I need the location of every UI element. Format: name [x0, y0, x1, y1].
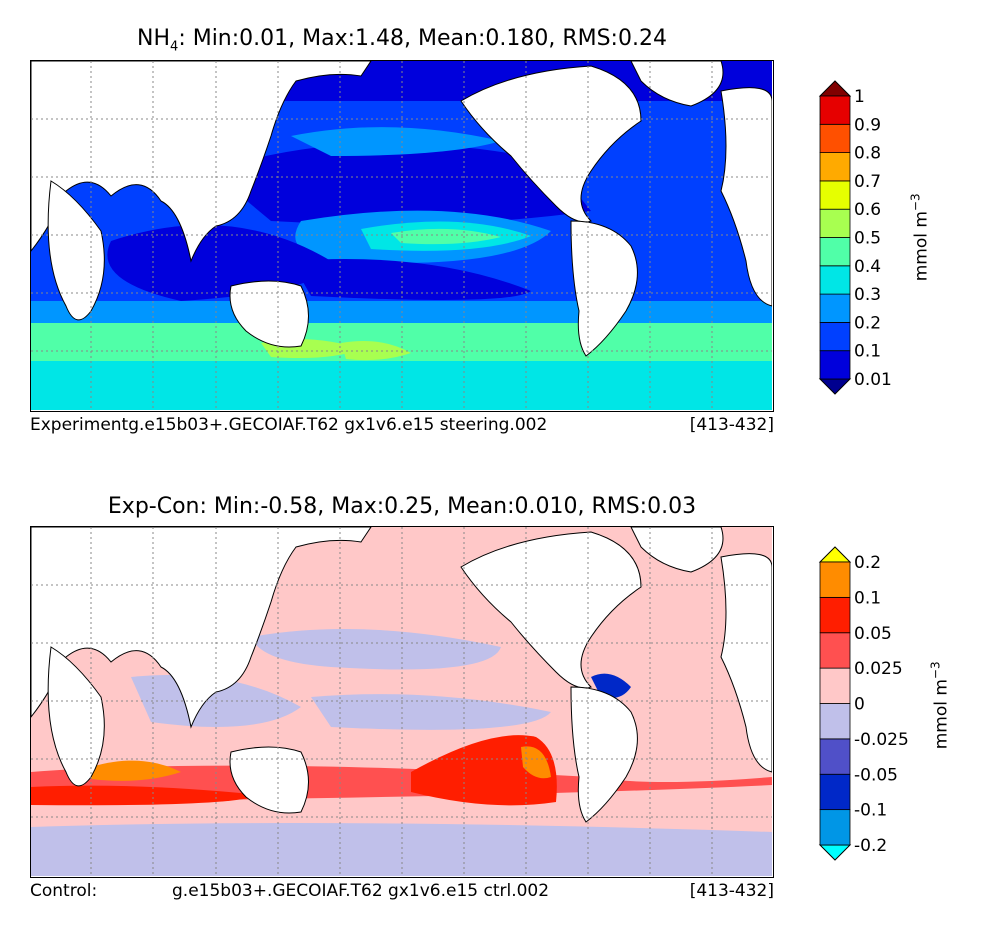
bottom-colorbar-tick-label: -0.1 — [854, 801, 887, 821]
bottom-colorbar-tick-label: 0.025 — [854, 659, 903, 679]
top-colorbar-tick-label: 0.7 — [854, 172, 881, 192]
bottom-neg-patch3 — [311, 694, 551, 730]
top-colorbar-unit: mmol m — [911, 211, 932, 282]
top-colorbar-tick-label: 0.3 — [854, 285, 881, 305]
top-footer-left: Experimentg.e15b03+.GECOIAF.T62 gx1v6.e1… — [30, 415, 548, 435]
top-colorbar-extend-min — [818, 378, 852, 395]
bottom-europe-africa-east — [720, 553, 772, 773]
top-map-svg — [31, 61, 772, 410]
bottom-footer-mid: g.e15b03+.GECOIAF.T62 gx1v6.e15 ctrl.002 — [172, 881, 550, 901]
bottom-colorbar-segment — [819, 773, 851, 811]
bottom-map-svg — [31, 527, 772, 876]
top-gridlines — [31, 61, 772, 410]
top-footer-right: [413-432] — [689, 415, 774, 435]
bottom-colorbar-segment — [819, 561, 851, 598]
top-colorbar: 0.01 0.1 0.2 0.3 0.4 0.5 0.6 0.7 0.8 0.9 1 — [818, 80, 892, 395]
top-greenland — [630, 61, 724, 107]
top-equatorial-inner — [391, 228, 501, 245]
top-colorbar-segment — [819, 350, 851, 380]
top-north-america — [460, 65, 642, 223]
bottom-pos-max — [521, 746, 551, 779]
top-colorbar-segment — [819, 237, 851, 267]
top-north-gyre — [211, 143, 591, 225]
top-colorbar-tick-label: 0.9 — [854, 115, 881, 135]
bottom-australia — [229, 746, 309, 814]
top-title-stats: : Min:0.01, Max:1.48, Mean:0.180, RMS:0.… — [178, 26, 667, 51]
bottom-colorbar-segment — [819, 667, 851, 704]
bottom-greenland — [630, 527, 724, 573]
bottom-colorbar-extend-max — [818, 546, 852, 563]
bottom-colorbar-label: mmol m−3 — [929, 655, 952, 755]
bottom-footer-left: Control: — [30, 881, 98, 901]
bottom-continents — [31, 527, 772, 823]
bottom-pos-indian — [91, 760, 181, 781]
top-colorbar-segment — [819, 208, 851, 238]
top-title-sub: 4 — [170, 39, 179, 55]
bottom-north-america — [460, 531, 642, 689]
bottom-footer-right: [413-432] — [689, 881, 774, 901]
top-colorbar-segment — [819, 123, 851, 153]
top-colorbar-unit-exp: −3 — [908, 193, 923, 212]
top-map — [30, 60, 774, 412]
bottom-colorbar-unit-exp: −3 — [928, 661, 943, 680]
top-title-var: NH — [137, 26, 171, 51]
bottom-colorbar: -0.2 -0.1 -0.05 -0.025 0 0.025 0.05 0.1 0.2 — [818, 546, 909, 861]
top-eurasia — [31, 61, 372, 263]
bottom-colorbar-tick-label: 0.2 — [854, 553, 881, 573]
bottom-map — [30, 526, 774, 878]
bottom-colorbar-segment — [819, 596, 851, 634]
top-colorbar-tick-label: 1 — [854, 87, 865, 107]
bottom-eurasia — [31, 527, 372, 729]
top-colorbar-segment — [819, 152, 851, 182]
top-colorbar-segment — [819, 321, 851, 352]
bottom-colorbar-tick-label: -0.05 — [854, 765, 898, 785]
top-colorbar-tick-label: 0.01 — [854, 370, 892, 390]
top-colorbar-tick-label: 0.5 — [854, 229, 881, 249]
bottom-colorbar-segment — [819, 809, 851, 846]
top-colorbar-label: mmol m−3 — [909, 187, 932, 287]
top-colorbar-segment — [819, 180, 851, 210]
bottom-pos-patch-sp — [411, 735, 557, 806]
top-colorbar-segment — [819, 293, 851, 323]
bottom-colorbar-tick-label: -0.025 — [854, 730, 909, 750]
top-colorbar-tick-label: 0.4 — [854, 257, 881, 277]
bottom-panel-title: Exp-Con: Min:-0.58, Max:0.25, Mean:0.010… — [107, 494, 697, 519]
top-north-pacific-patch — [291, 127, 501, 156]
bottom-colorbar-tick-label: -0.2 — [854, 836, 887, 856]
top-colorbar-segment — [819, 265, 851, 295]
bottom-colorbar-extend-min — [818, 844, 852, 861]
bottom-neg-patch1 — [251, 629, 501, 670]
top-continents — [31, 61, 772, 357]
top-europe-africa-east — [720, 87, 772, 307]
top-colorbar-segment — [819, 95, 851, 125]
top-colorbar-tick-label: 0.6 — [854, 200, 881, 220]
top-australia — [229, 280, 309, 348]
top-colorbar-extend-max — [818, 80, 852, 97]
top-panel-title: NH4: Min:0.01, Max:1.48, Mean:0.180, RMS… — [30, 26, 774, 54]
bottom-colorbar-tick-label: 0.05 — [854, 624, 892, 644]
bottom-colorbar-segment — [819, 632, 851, 669]
bottom-gridlines — [31, 527, 772, 876]
bottom-colorbar-segment — [819, 738, 851, 775]
top-south-pacific-gyre — [291, 259, 531, 300]
top-colorbar-tick-label: 0.1 — [854, 342, 881, 362]
bottom-pos-indian-band — [31, 785, 261, 806]
bottom-colorbar-tick-label: 0.1 — [854, 588, 881, 608]
top-colorbar-tick-label: 0.8 — [854, 144, 881, 164]
bottom-colorbar-unit: mmol m — [931, 679, 952, 750]
bottom-colorbar-tick-label: 0 — [854, 695, 865, 715]
top-colorbar-tick-label: 0.2 — [854, 313, 881, 333]
bottom-colorbar-segment — [819, 703, 851, 740]
